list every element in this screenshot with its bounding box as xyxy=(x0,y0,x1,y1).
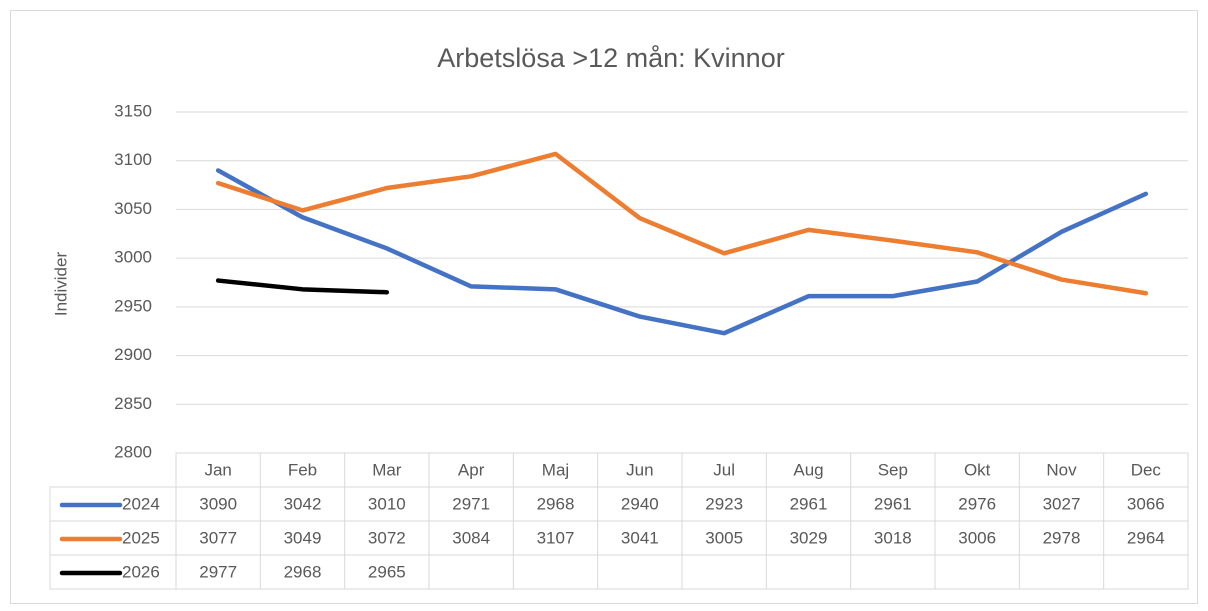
y-tick-label: 2850 xyxy=(114,394,152,413)
x-tick-label: Sep xyxy=(878,460,908,479)
table-value: 3107 xyxy=(537,528,575,547)
y-tick-label: 3000 xyxy=(114,248,152,267)
legend-label: 2026 xyxy=(122,562,160,581)
table-value: 3042 xyxy=(284,494,322,513)
table-value: 2961 xyxy=(874,494,912,513)
y-tick-label: 2900 xyxy=(114,345,152,364)
x-tick-label: Dec xyxy=(1131,460,1162,479)
x-tick-label: Nov xyxy=(1046,460,1077,479)
x-tick-label: Jul xyxy=(713,460,735,479)
table-value: 2961 xyxy=(790,494,828,513)
table-value: 3029 xyxy=(790,528,828,547)
y-tick-label: 2800 xyxy=(114,442,152,461)
series-line xyxy=(215,168,1149,336)
table-value: 2968 xyxy=(284,562,322,581)
y-tick-label: 3150 xyxy=(114,101,152,120)
table-value: 2964 xyxy=(1127,528,1165,547)
x-tick-label: Okt xyxy=(964,460,991,479)
x-tick-label: Maj xyxy=(542,460,569,479)
table-value: 2940 xyxy=(621,494,659,513)
y-axis-label: Individer xyxy=(51,252,70,317)
chart-title: Arbetslösa >12 mån: Kvinnor xyxy=(437,43,784,73)
table-value: 3072 xyxy=(368,528,406,547)
x-tick-label: Apr xyxy=(458,460,485,479)
table-value: 2976 xyxy=(958,494,996,513)
x-tick-label: Jun xyxy=(626,460,653,479)
legend-label: 2024 xyxy=(122,494,160,513)
table-value: 3018 xyxy=(874,528,912,547)
x-tick-label: Jan xyxy=(204,460,231,479)
table-value: 2971 xyxy=(452,494,490,513)
table-value: 3077 xyxy=(199,528,237,547)
table-value: 3027 xyxy=(1043,494,1081,513)
table-value: 2965 xyxy=(368,562,406,581)
legend-label: 2025 xyxy=(122,528,160,547)
y-tick-label: 3100 xyxy=(114,150,152,169)
x-tick-label: Mar xyxy=(372,460,402,479)
table-value: 3006 xyxy=(958,528,996,547)
table-value: 2968 xyxy=(537,494,575,513)
y-tick-label: 2950 xyxy=(114,296,152,315)
table-value: 3066 xyxy=(1127,494,1165,513)
table-value: 3084 xyxy=(452,528,490,547)
series-line xyxy=(215,151,1149,296)
table-value: 2923 xyxy=(705,494,743,513)
table-value: 3090 xyxy=(199,494,237,513)
table-value: 2978 xyxy=(1043,528,1081,547)
table-value: 3005 xyxy=(705,528,743,547)
x-tick-label: Feb xyxy=(288,460,317,479)
series-line xyxy=(215,278,390,295)
table-value: 3010 xyxy=(368,494,406,513)
x-tick-label: Aug xyxy=(793,460,823,479)
y-tick-label: 3050 xyxy=(114,199,152,218)
table-value: 3041 xyxy=(621,528,659,547)
table-value: 3049 xyxy=(284,528,322,547)
table-value: 2977 xyxy=(199,562,237,581)
